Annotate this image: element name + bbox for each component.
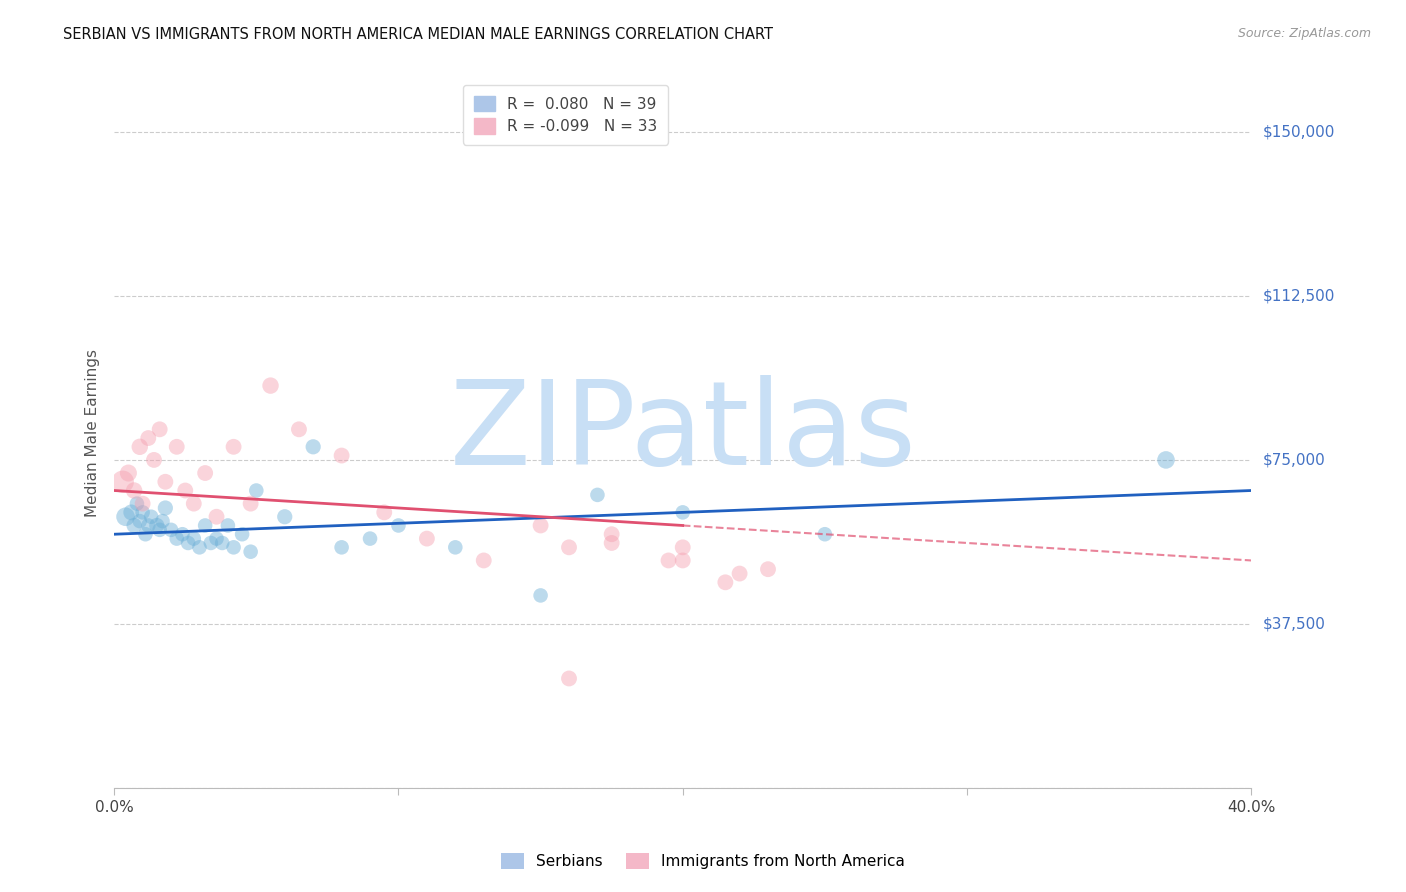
Point [586,488,609,502]
Point [128,440,150,454]
Point [139,509,162,524]
Point [239,545,262,559]
Point [222,440,245,454]
Point [672,505,695,519]
Point [166,532,188,546]
Point [211,536,233,550]
Text: Source: ZipAtlas.com: Source: ZipAtlas.com [1237,27,1371,40]
Point [600,536,623,550]
Point [125,497,148,511]
Point [155,475,177,489]
Point [122,518,145,533]
Point [200,536,222,550]
Text: $112,500: $112,500 [1263,288,1334,303]
Text: $150,000: $150,000 [1263,125,1334,139]
Point [136,431,159,445]
Point [177,536,200,550]
Point [149,523,172,537]
Y-axis label: Median Male Earnings: Median Male Earnings [86,349,100,516]
Point [166,440,188,454]
Point [814,527,837,541]
Point [120,505,142,519]
Point [231,527,253,541]
Point [529,589,551,603]
Point [672,553,695,567]
Point [239,497,262,511]
Point [600,527,623,541]
Point [205,509,228,524]
Point [136,518,159,533]
Point [529,518,551,533]
Point [146,518,169,533]
Point [128,514,150,528]
Point [728,566,751,581]
Point [387,518,409,533]
Point [672,541,695,555]
Point [131,497,153,511]
Point [111,475,134,489]
Point [1154,453,1177,467]
Point [183,497,205,511]
Point [302,440,325,454]
Point [558,672,581,686]
Point [222,541,245,555]
Point [122,483,145,498]
Point [274,509,297,524]
Point [174,483,197,498]
Point [172,527,194,541]
Point [245,483,267,498]
Point [205,532,228,546]
Text: $37,500: $37,500 [1263,616,1326,632]
Point [472,553,495,567]
Point [114,509,136,524]
Point [288,422,311,436]
Point [131,505,153,519]
Point [330,541,353,555]
Point [444,541,467,555]
Point [657,553,679,567]
Point [373,505,395,519]
Point [359,532,381,546]
Point [558,541,581,555]
Point [160,523,183,537]
Point [330,449,353,463]
Point [134,527,156,541]
Point [155,501,177,516]
Legend: R =  0.080   N = 39, R = -0.099   N = 33: R = 0.080 N = 39, R = -0.099 N = 33 [463,85,668,145]
Text: SERBIAN VS IMMIGRANTS FROM NORTH AMERICA MEDIAN MALE EARNINGS CORRELATION CHART: SERBIAN VS IMMIGRANTS FROM NORTH AMERICA… [63,27,773,42]
Point [183,532,205,546]
Point [259,378,281,392]
Point [756,562,779,576]
Point [416,532,439,546]
Point [143,453,166,467]
Legend: Serbians, Immigrants from North America: Serbians, Immigrants from North America [495,847,911,875]
Text: ZIPatlas: ZIPatlas [450,376,917,490]
Point [149,422,172,436]
Point [117,466,139,480]
Point [188,541,211,555]
Point [194,518,217,533]
Point [217,518,239,533]
Point [152,514,174,528]
Point [194,466,217,480]
Point [714,575,737,590]
Text: $75,000: $75,000 [1263,452,1324,467]
